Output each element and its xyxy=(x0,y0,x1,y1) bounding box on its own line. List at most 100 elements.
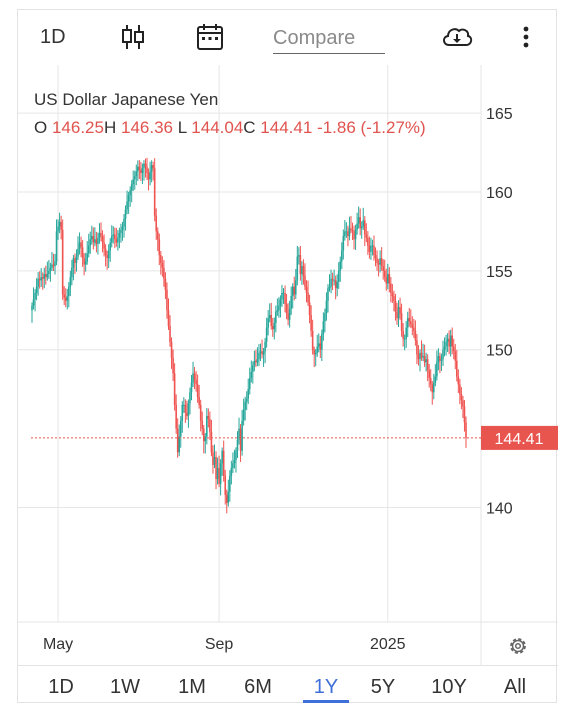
candle-body xyxy=(241,420,243,451)
candle-body xyxy=(52,264,55,267)
range-tab-1y[interactable]: 1Y xyxy=(313,676,339,698)
candle xyxy=(434,364,437,387)
candle xyxy=(199,399,202,432)
candle xyxy=(195,371,197,392)
candle xyxy=(107,244,110,268)
candle-body xyxy=(138,166,141,170)
open-value: 146.25 xyxy=(51,118,104,137)
candle-body xyxy=(376,258,378,263)
candle xyxy=(117,230,119,251)
candle xyxy=(176,418,179,458)
candle-body xyxy=(149,171,151,180)
candle-body xyxy=(133,176,136,180)
candle-body xyxy=(426,359,429,371)
candle-body xyxy=(452,346,455,352)
price-chart[interactable]: 165 160 155 150 140 May Sep 2025 144.41 xyxy=(18,10,558,665)
candle-body xyxy=(147,173,150,180)
candle xyxy=(160,251,162,275)
candle-body xyxy=(55,231,58,262)
candle-body xyxy=(221,450,223,464)
candle xyxy=(299,245,302,281)
candle xyxy=(253,350,256,372)
candle-body xyxy=(72,258,75,268)
candle xyxy=(250,360,253,383)
more-vertical-icon[interactable] xyxy=(518,22,534,52)
candle-body xyxy=(436,362,438,377)
compare-input[interactable]: Compare xyxy=(273,27,385,54)
candle-body xyxy=(465,422,467,438)
range-tab-6m[interactable]: 6M xyxy=(244,676,272,698)
candle-body xyxy=(78,242,81,249)
candle xyxy=(106,250,108,270)
cloud-download-icon[interactable] xyxy=(440,22,474,52)
candle xyxy=(376,250,378,271)
y-tick-label: 165 xyxy=(486,106,513,123)
candle-body xyxy=(238,428,240,440)
candle-body xyxy=(256,359,259,363)
candle xyxy=(431,380,434,405)
candle xyxy=(377,259,380,277)
candlestick-icon[interactable] xyxy=(118,22,148,52)
candle-body xyxy=(390,283,392,293)
candle-body xyxy=(109,242,112,251)
candle xyxy=(61,219,64,300)
candle xyxy=(321,329,323,362)
candle-body xyxy=(143,163,145,169)
candle xyxy=(74,253,76,275)
candle xyxy=(198,384,200,409)
candle xyxy=(55,219,58,266)
candle-body xyxy=(235,450,237,461)
range-tab-all[interactable]: All xyxy=(503,676,527,698)
candle-body xyxy=(183,404,185,406)
range-tab-1m[interactable]: 1M xyxy=(178,676,206,698)
candle xyxy=(268,303,271,323)
candle-body xyxy=(95,239,98,245)
candle-body xyxy=(213,456,216,465)
candle xyxy=(336,274,338,297)
candle xyxy=(428,363,430,388)
candle xyxy=(359,208,361,236)
candle-body xyxy=(84,261,87,265)
candle xyxy=(238,417,240,445)
candle-body xyxy=(379,258,381,265)
range-tab-1d[interactable]: 1D xyxy=(48,676,74,698)
candle xyxy=(308,294,311,324)
candle xyxy=(181,401,184,433)
candle xyxy=(158,233,161,266)
candle-body xyxy=(38,278,41,281)
candle-body xyxy=(423,356,426,363)
range-tab-1w[interactable]: 1W xyxy=(110,676,140,698)
gear-icon[interactable] xyxy=(506,634,530,658)
candle-body xyxy=(210,431,213,453)
candle-body xyxy=(314,352,317,355)
candle xyxy=(89,231,92,254)
candle-body xyxy=(420,352,423,358)
candle xyxy=(202,424,205,454)
candle xyxy=(114,227,116,249)
candle xyxy=(331,272,334,291)
interval-selector[interactable]: 1D xyxy=(40,26,66,48)
range-tab-10y[interactable]: 10Y xyxy=(431,676,467,698)
candle xyxy=(440,353,443,371)
candle-body xyxy=(170,341,173,358)
candle-body xyxy=(103,242,105,249)
candle xyxy=(170,337,173,369)
candle-body xyxy=(445,341,447,347)
last-price-tag xyxy=(481,425,558,450)
candle-body xyxy=(152,165,154,169)
candle-body xyxy=(443,346,446,350)
candle-body xyxy=(83,258,85,265)
candle-body xyxy=(333,280,335,282)
candle xyxy=(324,308,326,333)
range-tab-5y[interactable]: 5Y xyxy=(370,676,396,698)
candle-body xyxy=(31,305,33,311)
candle xyxy=(293,276,296,301)
candle xyxy=(452,338,455,360)
candle xyxy=(262,347,265,367)
candle-body xyxy=(233,460,236,464)
calendar-icon[interactable] xyxy=(195,22,225,52)
candle xyxy=(146,157,148,181)
candle-body xyxy=(64,297,67,301)
candle xyxy=(310,305,312,337)
candle xyxy=(276,298,279,316)
